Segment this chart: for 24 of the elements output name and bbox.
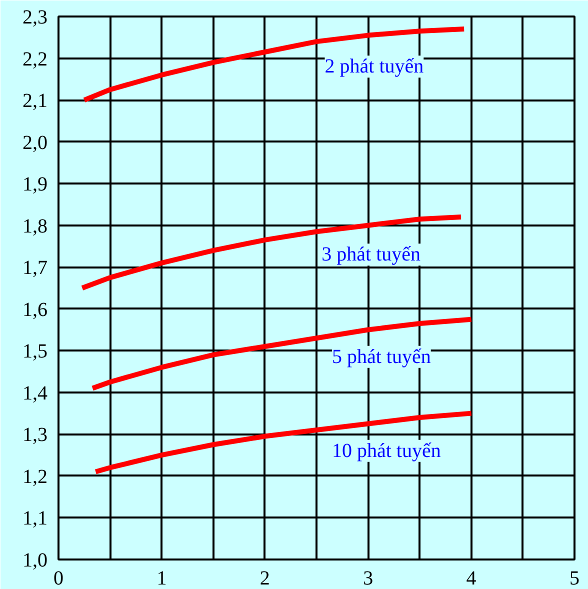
y-tick-label: 1,2 — [22, 466, 48, 488]
y-tick-label: 1,4 — [22, 382, 48, 404]
y-tick-label: 2,2 — [22, 48, 48, 70]
y-tick-label: 1,5 — [22, 340, 48, 363]
y-tick-label: 1,1 — [22, 508, 48, 530]
y-tick-label: 2,1 — [22, 90, 48, 112]
y-tick-label: 1,9 — [22, 174, 48, 196]
y-tick-label: 1,3 — [22, 424, 48, 446]
y-tick-label: 1,6 — [22, 298, 48, 321]
y-tick-label: 2,3 — [22, 6, 48, 28]
series-label: 5 phát tuyến — [332, 346, 431, 368]
series-label: 3 phát tuyến — [322, 244, 421, 266]
x-tick-label: 1 — [156, 568, 167, 589]
y-tick-label: 1,7 — [22, 257, 48, 280]
y-tick-label: 1,8 — [22, 215, 48, 238]
y-tick-label: 1,0 — [22, 550, 48, 572]
x-tick-label: 0 — [54, 568, 64, 589]
x-tick-label: 3 — [363, 568, 374, 589]
x-tick-label: 4 — [466, 568, 476, 589]
series-label: 10 phát tuyến — [332, 440, 441, 462]
x-tick-label: 5 — [570, 568, 580, 589]
x-tick-label: 2 — [260, 568, 270, 589]
y-tick-label: 2,0 — [22, 132, 48, 154]
series-label: 2 phát tuyến — [324, 56, 424, 78]
